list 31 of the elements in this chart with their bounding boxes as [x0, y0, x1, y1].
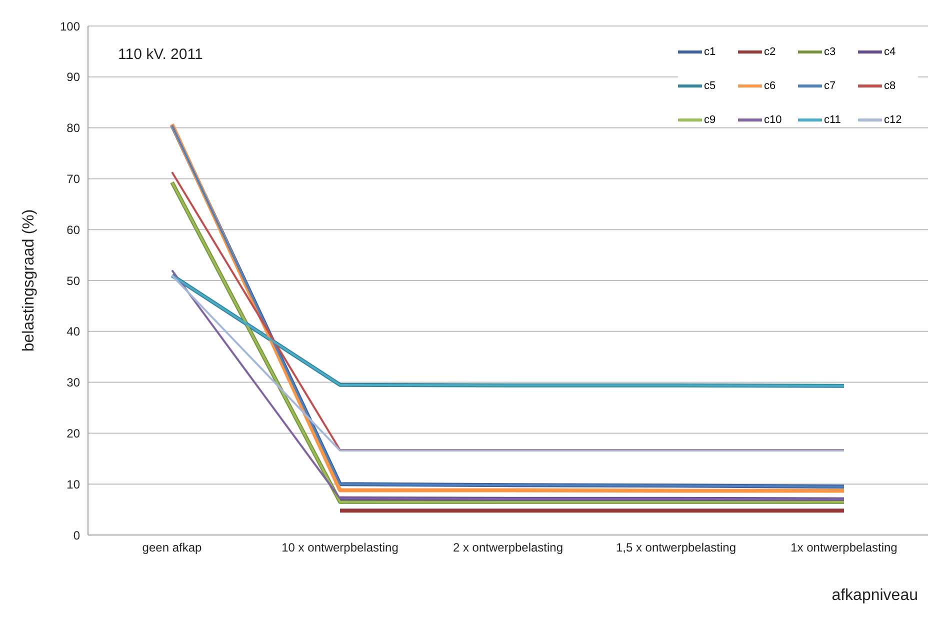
y-tick-label: 50: [66, 274, 80, 288]
legend-label: c3: [824, 46, 836, 58]
y-tick-label: 60: [66, 222, 80, 237]
y-tick-label: 20: [66, 426, 80, 440]
y-tick-label: 80: [66, 121, 80, 136]
y-tick-label: 30: [66, 376, 80, 390]
legend-label: c9: [704, 114, 716, 126]
legend-label: c6: [764, 80, 776, 92]
x-tick-label: 10 x ontwerpbelasting: [282, 540, 398, 555]
legend-label: c11: [824, 114, 841, 126]
y-tick-label: 90: [66, 70, 80, 84]
y-axis-title: belastingsgraad (%): [20, 209, 38, 352]
y-tick-label: 0: [73, 528, 80, 542]
x-axis-title: afkapniveau: [832, 587, 918, 604]
x-tick-label: geen afkap: [142, 540, 202, 555]
legend-label: c12: [884, 114, 902, 126]
legend-label: c10: [764, 114, 782, 126]
legend-label: c4: [884, 46, 896, 58]
legend-label: c7: [824, 80, 836, 92]
legend-label: c2: [764, 46, 776, 58]
annotation: 110 kV. 2011: [118, 46, 203, 63]
legend-label: c1: [704, 46, 716, 58]
x-tick-label: 2 x ontwerpbelasting: [452, 540, 564, 555]
y-tick-label: 100: [60, 19, 80, 34]
y-tick-label: 10: [66, 477, 80, 492]
y-tick-label: 70: [66, 172, 80, 186]
x-tick-label: 1x ontwerpbelasting: [790, 540, 898, 555]
y-tick-label: 40: [66, 324, 80, 339]
legend-label: c5: [704, 80, 716, 92]
x-tick-label: 1,5 x ontwerpbelasting: [616, 540, 736, 555]
legend-label: c8: [884, 80, 896, 92]
